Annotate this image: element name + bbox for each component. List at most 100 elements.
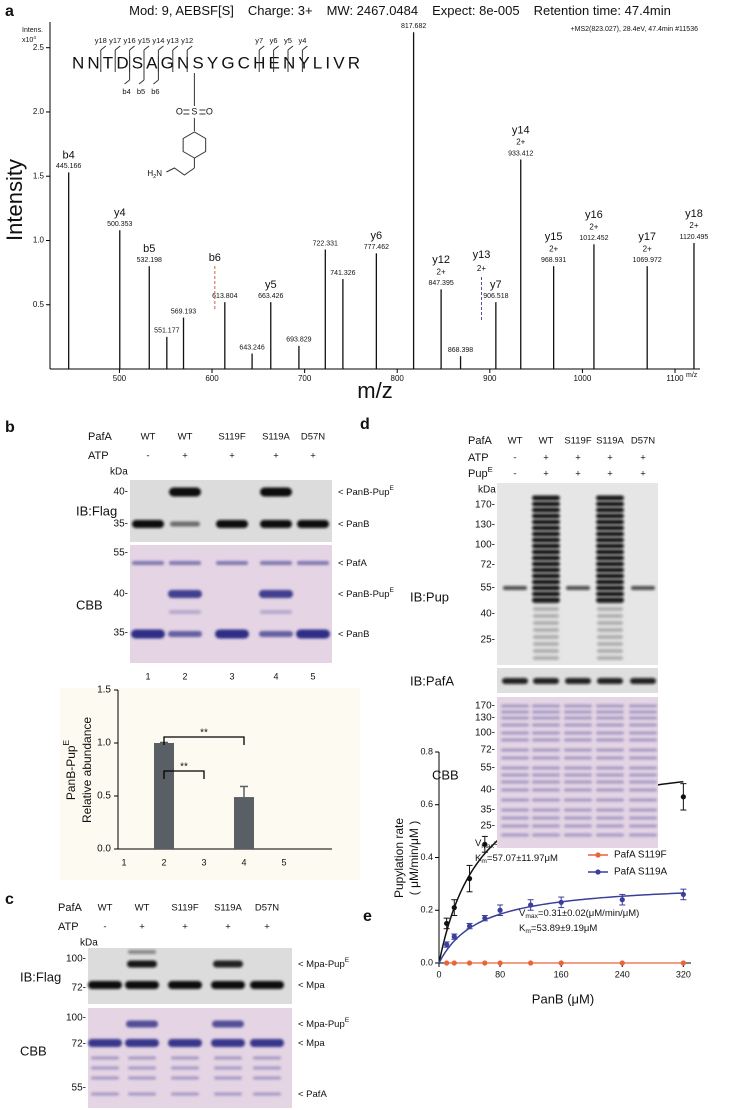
gel-band: [128, 1056, 156, 1060]
gel-band: [213, 960, 243, 968]
fit-annotation-part: =57.07±11.97μM: [487, 853, 558, 864]
gel-band: [596, 833, 624, 837]
fit-annotation-part: K: [519, 923, 526, 934]
gel-band: [297, 561, 329, 565]
y-tick-label: 0.2: [420, 905, 433, 915]
gel-band: [564, 824, 592, 828]
gel-band: [259, 631, 293, 637]
panel-letter: e: [363, 908, 372, 925]
y-tick-label: 0.0: [420, 957, 433, 967]
gel-band: [532, 798, 560, 802]
gel-band: [597, 649, 623, 653]
blot-name: CBB: [20, 1043, 47, 1058]
gel-band: [564, 738, 592, 742]
significance-bracket: [163, 736, 245, 745]
gel-band: [253, 1076, 281, 1080]
fit-annotation: Km=57.07±11.97μM: [475, 853, 558, 866]
band-label-part: E: [390, 485, 395, 492]
gel-band: [597, 635, 623, 639]
marker-label: 72-: [72, 983, 86, 994]
band-label-part: < PanB-Pup: [338, 487, 390, 498]
y-unit-exponent-part: 4: [33, 35, 36, 41]
structure-amine-part: N: [156, 169, 162, 178]
x-tick-label: 1100: [666, 374, 684, 383]
data-point: [466, 923, 473, 929]
marker-label: 35-: [114, 519, 128, 530]
y-tick-label: 0.5: [33, 300, 45, 309]
gel-band: [532, 816, 560, 820]
fragment-mark: [287, 45, 294, 51]
gel-band: [169, 610, 201, 614]
gel-band: [533, 635, 559, 639]
gel-band: [91, 1092, 119, 1096]
gel-band: [170, 521, 200, 527]
gel-band: [501, 710, 529, 714]
gel-band: [629, 731, 657, 735]
gel-band: [564, 773, 592, 777]
peak-mz-label: 1120.495: [680, 234, 709, 241]
gel-band: [597, 607, 623, 611]
gel-band: [532, 780, 560, 784]
peak-mz-label: 1012.452: [579, 235, 608, 242]
band-label-part: < Mpa-Pup: [298, 959, 345, 970]
structure-ring: [182, 131, 207, 159]
lane-header-value: +: [139, 922, 145, 933]
lane-header-label-part: PafA: [58, 902, 83, 914]
gel-band: [259, 590, 293, 598]
lane-header-value: +: [182, 922, 188, 933]
gel-band: [212, 1020, 244, 1028]
gel-band: [564, 731, 592, 735]
lane-header-value: +: [543, 453, 549, 464]
lane-header-label-part: ATP: [58, 921, 79, 933]
y-axis-title-line-part: E: [61, 739, 71, 745]
y-unit-exponent: x104: [22, 35, 36, 44]
lane-header-value: WT: [539, 436, 554, 447]
charge-label: 2+: [516, 138, 525, 147]
header-item: Charge: 3+: [248, 3, 313, 18]
gel-band: [88, 981, 122, 989]
lane-header-value: -: [146, 451, 149, 462]
gel-band: [564, 780, 592, 784]
y-axis-title: Pupylation rate( μM/min/μM ): [392, 818, 421, 898]
gel-band: [211, 1039, 245, 1047]
gel-band: [91, 1076, 119, 1080]
gel-band: [564, 716, 592, 720]
structure-atom: S: [191, 106, 197, 116]
gel-band: [126, 1020, 158, 1028]
charge-label: 2+: [589, 222, 598, 231]
ion-label: y15: [545, 231, 563, 243]
gel-band: [533, 614, 559, 618]
marker-label: 100-: [475, 540, 495, 551]
ion-label: b4: [63, 149, 75, 161]
gel-band: [532, 525, 560, 531]
gel-band: [629, 824, 657, 828]
data-point: [619, 960, 625, 966]
x-tick-label: 4: [241, 857, 246, 867]
lane-header-label: PupE: [468, 465, 493, 480]
fragment-mark: [186, 45, 193, 51]
data-point: [680, 794, 686, 800]
gel-band: [597, 621, 623, 625]
y-tick-label: 2.5: [33, 43, 45, 52]
gel-band: [169, 561, 201, 565]
gel-band: [596, 555, 624, 561]
gel-band: [564, 833, 592, 837]
lane-header-label-part: ATP: [468, 452, 489, 464]
gel-band: [532, 555, 560, 561]
gel-band: [532, 808, 560, 812]
header-item: MW: 2467.0484: [327, 3, 419, 18]
gel-band: [169, 487, 201, 497]
x-unit: m/z: [686, 372, 698, 379]
gel-band: [597, 614, 623, 618]
spectrum-header: Mod: 9, AEBSF[S] Charge: 3+ MW: 2467.0484 E…: [129, 3, 671, 18]
peak-mz-label: 569.193: [171, 308, 196, 315]
fragment-mark: [100, 45, 107, 51]
marker-label: 100-: [66, 1013, 86, 1024]
y-axis-title-line-part: Relative abundance: [80, 717, 94, 823]
lane-header-label: ATP: [88, 450, 109, 462]
lane-header-value: -: [513, 453, 516, 464]
gel-band: [533, 621, 559, 625]
fragment-mark: [129, 45, 135, 51]
lane-header-value: S119F: [564, 436, 591, 447]
gel-band: [596, 579, 624, 585]
